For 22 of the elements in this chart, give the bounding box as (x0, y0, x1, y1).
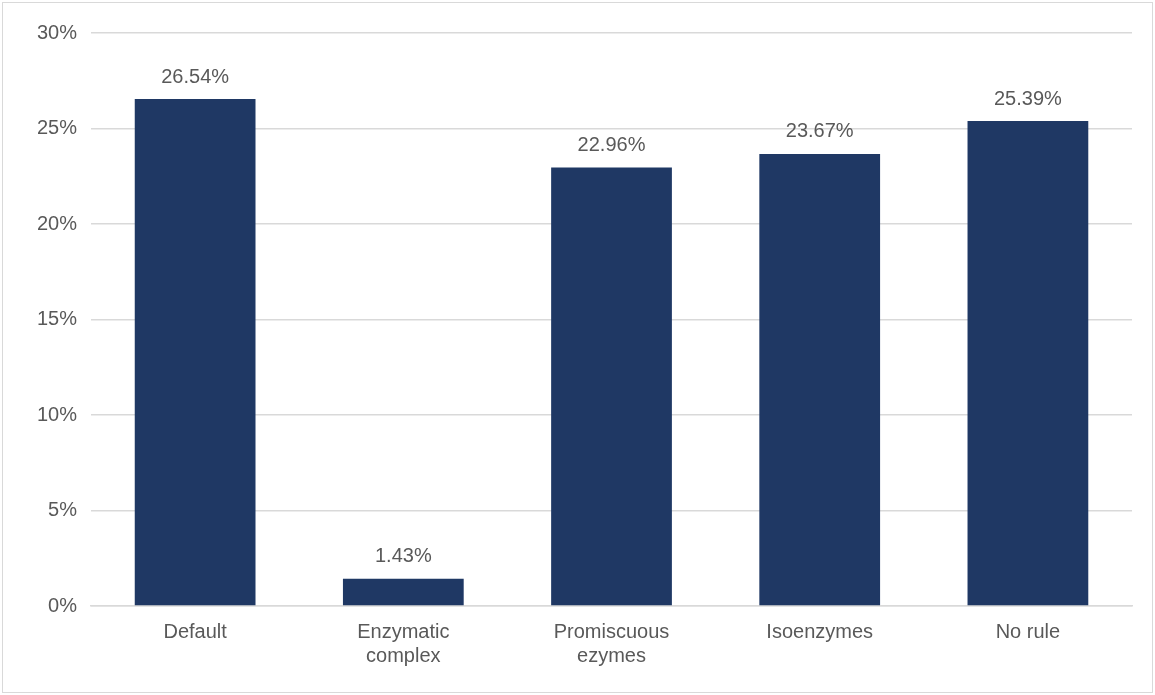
data-label: 25.39% (993, 86, 1063, 109)
y-tick-label: 0% (48, 593, 78, 616)
y-tick-label: 25% (37, 116, 78, 139)
y-tick-label: 5% (48, 498, 78, 521)
bar (342, 578, 464, 606)
bar (134, 99, 256, 606)
y-tick-label: 20% (37, 211, 78, 234)
bar (967, 121, 1089, 606)
y-tick-label: 15% (37, 307, 78, 330)
bar (551, 167, 672, 606)
data-label: 26.54% (161, 64, 230, 87)
bar (759, 153, 881, 606)
x-tick-label: Isoenzymes (766, 619, 874, 642)
data-label: 23.67% (785, 119, 854, 142)
x-tick-label: Enzymatic complex (357, 619, 450, 666)
data-label: 22.96% (577, 132, 646, 155)
x-tick-label: No rule (995, 619, 1061, 642)
data-label: 1.43% (374, 544, 432, 567)
y-tick-label: 30% (37, 20, 78, 43)
y-tick-label: 10% (37, 402, 78, 425)
x-tick-label: Default (163, 619, 228, 642)
x-tick-label: Promiscuous ezymes (553, 619, 670, 666)
